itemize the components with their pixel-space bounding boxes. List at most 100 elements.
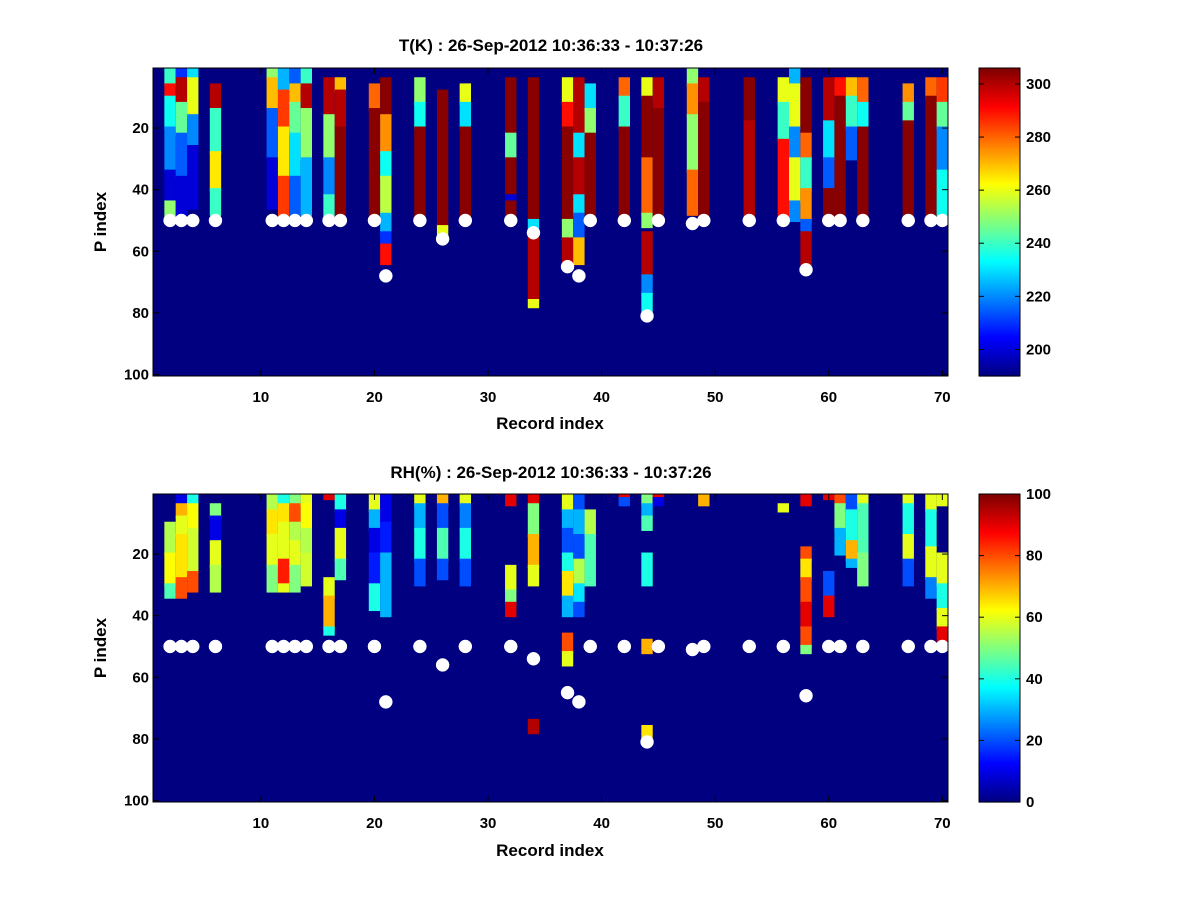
colorbar-segment [979, 518, 1020, 522]
heatmap-cell [698, 77, 710, 105]
marker-point [265, 213, 279, 228]
colorbar-segment [979, 515, 1020, 519]
colorbar-segment [979, 313, 1020, 317]
colorbar-tick-label: 200 [1026, 341, 1051, 358]
heatmap-cell [618, 77, 630, 99]
colorbar-segment [979, 258, 1020, 262]
marker-point [833, 213, 847, 228]
x-tick-label: 70 [934, 389, 951, 406]
colorbar-segment [979, 183, 1020, 187]
heatmap-cell [641, 503, 653, 519]
colorbar-segment [979, 229, 1020, 233]
axis-ticks: 10 20 30 40 50 60 70 20 40 60 80 100 [124, 68, 951, 406]
heatmap-cell [368, 494, 381, 513]
heatmap-cell [187, 494, 199, 507]
colorbar-segment [979, 241, 1020, 245]
heatmap-cell [777, 101, 789, 142]
marker-point [856, 639, 870, 654]
colorbar-segment [979, 224, 1020, 228]
heatmap-cell [641, 292, 653, 315]
colorbar-segment [979, 185, 1020, 189]
colorbar-tick-label: 100 [1026, 486, 1051, 503]
colorbar-segment [979, 763, 1020, 767]
colorbar-segment [979, 556, 1020, 560]
y-tick-label: 60 [132, 669, 149, 686]
heatmap-cell [289, 101, 301, 136]
colorbar-segment [979, 332, 1020, 336]
colorbar-segment [979, 128, 1020, 132]
colorbar-segment [979, 330, 1020, 334]
heatmap-cell [380, 231, 392, 247]
colorbar-segment [979, 578, 1020, 582]
marker-point [526, 652, 541, 666]
x-tick-label: 60 [820, 815, 837, 832]
heatmap-cell [857, 77, 869, 105]
heatmap-cell [368, 108, 381, 222]
heatmap-cell [936, 552, 948, 587]
heatmap-cell [300, 503, 312, 531]
chart-title: RH(%) : 26-Sep-2012 10:36:33 - 10:37:26 [390, 463, 711, 482]
marker-point [288, 213, 302, 228]
colorbar-segment [979, 571, 1020, 575]
heatmap-cell [289, 503, 301, 525]
heatmap-cell [323, 77, 335, 118]
heatmap-cell [800, 188, 812, 222]
colorbar-segment [979, 696, 1020, 700]
marker-point [276, 639, 291, 654]
colorbar-segment [979, 532, 1020, 536]
colorbar-segment [979, 325, 1020, 329]
marker-point [776, 639, 791, 654]
heatmap-cell [289, 494, 301, 507]
heatmap-cell [641, 77, 653, 99]
colorbar-segment [979, 645, 1020, 649]
heatmap-cell [164, 126, 176, 173]
colorbar-segment [979, 664, 1020, 668]
colorbar-segment [979, 363, 1020, 367]
heatmap-cell [164, 583, 176, 599]
heatmap-cell [266, 157, 278, 210]
colorbar-segment [979, 231, 1020, 235]
colorbar-segment [979, 291, 1020, 295]
heatmap-cell [823, 77, 835, 124]
colorbar-segment [979, 303, 1020, 307]
heatmap-cell [505, 157, 517, 198]
colorbar-segment [979, 558, 1020, 562]
colorbar-segment [979, 147, 1020, 151]
marker-point [504, 639, 518, 654]
marker-point [265, 639, 279, 654]
plot-frame [152, 493, 949, 803]
heatmap-cell [164, 521, 176, 556]
colorbar-segment [979, 751, 1020, 755]
heatmap-cell [289, 83, 301, 105]
marker-point [640, 735, 654, 749]
colorbar-segment [979, 527, 1020, 531]
heatmap-cell [641, 638, 653, 655]
colorbar-segment [979, 260, 1020, 264]
heatmap-cell [936, 626, 948, 648]
heatmap-cell [436, 225, 449, 238]
heatmap-cell [459, 503, 471, 531]
colorbar-segment [979, 607, 1020, 611]
heatmap-cell [323, 595, 335, 630]
heatmap-cell [573, 194, 585, 216]
heatmap-cell [641, 212, 653, 229]
heatmap-cell [800, 132, 812, 161]
colorbar-segment [979, 765, 1020, 769]
colorbar-segment [979, 361, 1020, 365]
heatmap-cell [436, 89, 449, 229]
colorbar-segment [979, 575, 1020, 579]
heatmap-cell [561, 77, 574, 105]
marker-point [322, 213, 336, 228]
heatmap-cell [902, 101, 914, 124]
colorbar-segment [979, 272, 1020, 276]
heatmap-cell [209, 503, 222, 519]
marker-point [822, 639, 836, 654]
marker-point [583, 639, 597, 654]
heatmap-cell [300, 68, 312, 87]
colorbar-segment [979, 693, 1020, 697]
colorbar-segment [979, 342, 1020, 346]
colorbar-segment [979, 113, 1020, 117]
heatmap-cell [289, 540, 301, 568]
colorbar-tick-label: 60 [1026, 609, 1043, 626]
colorbar-segment [979, 243, 1020, 247]
